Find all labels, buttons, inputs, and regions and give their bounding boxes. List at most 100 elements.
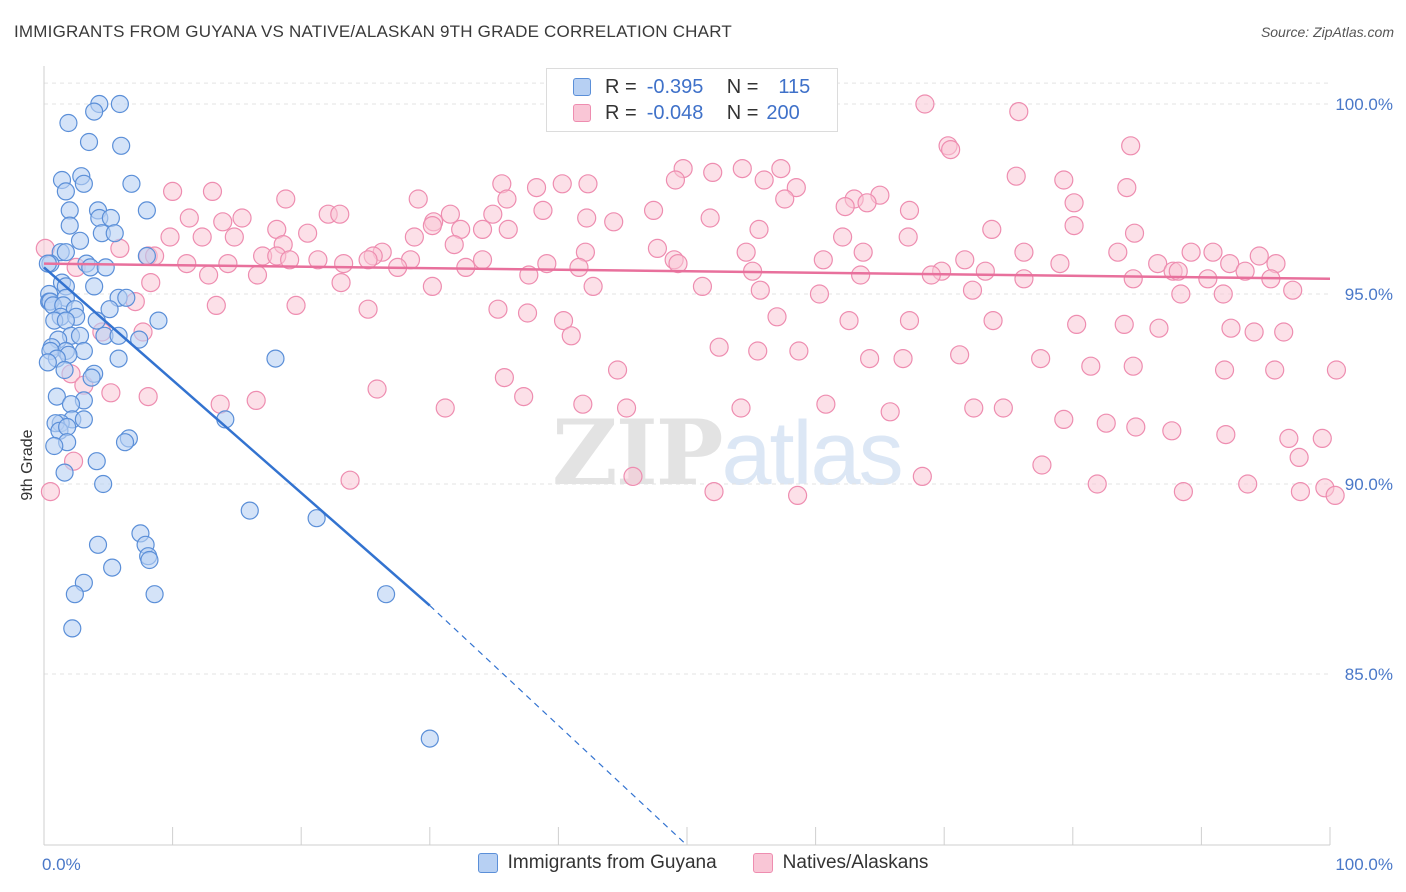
scatter-point-natives (1312, 428, 1332, 448)
scatter-point-natives (1168, 261, 1188, 281)
scatter-point-natives (813, 250, 833, 270)
scatter-point-natives (358, 250, 378, 270)
y-tick-label: 90.0% (1345, 475, 1393, 494)
correlation-legend: R = -0.395 N = 115 R = -0.048 N = 200 (546, 68, 838, 132)
scatter-point-natives (213, 212, 233, 232)
scatter-point-natives (578, 174, 598, 194)
scatter-point-natives (552, 174, 572, 194)
scatter-point-natives (1117, 178, 1137, 198)
scatter-point-natives (199, 265, 219, 285)
scatter-point-natives (1123, 356, 1143, 376)
scatter-point-guyana (240, 501, 259, 520)
scatter-point-natives (232, 208, 252, 228)
scatter-point-natives (141, 273, 161, 293)
scatter-point-natives (851, 265, 871, 285)
scatter-point-natives (731, 398, 751, 418)
scatter-point-guyana (74, 410, 93, 429)
scatter-point-guyana (74, 174, 93, 193)
scatter-point-natives (767, 307, 787, 327)
scatter-point-natives (1326, 360, 1347, 380)
scatter-point-natives (286, 295, 306, 315)
legend-n-label: N = (726, 101, 759, 124)
series-legend: Immigrants from Guyana Natives/Alaskans (0, 852, 1406, 874)
scatter-point-guyana (56, 311, 75, 330)
scatter-point-natives (202, 181, 223, 201)
scatter-point-natives (435, 398, 455, 418)
series-immigrants-guyana (38, 94, 439, 748)
scatter-point-natives (941, 140, 961, 160)
scatter-point-natives (537, 254, 557, 274)
scatter-point-natives (1235, 261, 1255, 281)
tick-labels: 85.0% 90.0% 95.0% 100.0% 0.0% 100.0% 9th Grade (19, 95, 1393, 874)
scatter-point-natives (1325, 485, 1345, 505)
scatter-point-natives (526, 178, 547, 198)
legend-swatch-pink (752, 853, 773, 873)
legend-item-natives[interactable]: Natives/Alaskans (752, 852, 928, 874)
scatter-point-guyana (56, 243, 75, 262)
x-tick-label: 100.0% (1335, 855, 1393, 874)
scatter-point-natives (308, 250, 328, 270)
scatter-point-natives (835, 197, 855, 217)
scatter-point-natives (1214, 360, 1235, 380)
scatter-point-guyana (101, 208, 120, 228)
scatter-point-natives (816, 394, 836, 414)
scatter-point-guyana (59, 113, 78, 133)
scatter-point-guyana (376, 585, 396, 604)
scatter-point-natives (340, 470, 360, 490)
scatter-point-natives (483, 204, 503, 224)
scatter-point-guyana (65, 585, 84, 604)
scatter-point-natives (1220, 254, 1240, 274)
scatter-point-natives (1014, 269, 1034, 289)
series-natives-alaskans (35, 94, 1347, 505)
scatter-point-natives (1096, 413, 1116, 433)
scatter-point-natives (1279, 428, 1299, 448)
scatter-point-natives (1123, 269, 1143, 289)
scatter-point-guyana (74, 341, 93, 361)
scatter-point-guyana (266, 349, 285, 368)
scatter-point-natives (754, 170, 774, 190)
y-tick-label: 85.0% (1345, 665, 1393, 684)
source-label: Source: ZipAtlas.com (1260, 24, 1394, 40)
scatter-point-natives (915, 94, 935, 114)
scatter-point-natives (280, 250, 300, 270)
scatter-point-natives (607, 360, 628, 380)
scatter-point-natives (1238, 474, 1258, 494)
legend-n-label: N = (726, 75, 759, 98)
scatter-point-guyana (105, 224, 124, 243)
scatter-point-natives (224, 227, 244, 247)
scatter-point-guyana (96, 258, 115, 277)
scatter-point-natives (748, 341, 768, 361)
scatter-point-natives (1050, 254, 1070, 274)
legend-item-guyana[interactable]: Immigrants from Guyana (477, 852, 717, 874)
scatter-point-guyana (100, 300, 119, 319)
scatter-point-natives (964, 398, 984, 418)
scatter-point-natives (833, 227, 853, 247)
scatter-point-natives (160, 227, 180, 247)
scatter-point-natives (1108, 242, 1128, 262)
scatter-point-natives (899, 311, 920, 331)
scatter-point-natives (1064, 193, 1084, 213)
scatter-point-natives (138, 387, 158, 407)
scatter-point-natives (1274, 322, 1294, 342)
scatter-point-natives (472, 219, 493, 239)
scatter-point-natives (101, 383, 121, 403)
legend-swatch-pink (573, 104, 591, 122)
scatter-point-natives (1173, 482, 1193, 502)
scatter-point-natives (1121, 136, 1141, 156)
scatter-point-natives (1009, 101, 1029, 122)
scatter-point-natives (1289, 447, 1309, 467)
scatter-point-guyana (122, 174, 141, 193)
scatter-point-natives (1148, 254, 1168, 274)
scatter-point-guyana (82, 368, 101, 387)
scatter-point-natives (775, 189, 795, 209)
scatter-point-natives (700, 208, 720, 228)
scatter-point-natives (643, 200, 664, 220)
scatter-point-natives (692, 276, 713, 296)
scatter-point-natives (246, 390, 266, 410)
scatter-point-natives (975, 261, 995, 281)
scatter-point-natives (192, 227, 212, 247)
scatter-point-natives (573, 394, 593, 414)
scatter-point-guyana (79, 132, 99, 152)
scatter-point-natives (950, 345, 970, 365)
x-tick-label: 0.0% (42, 855, 81, 874)
